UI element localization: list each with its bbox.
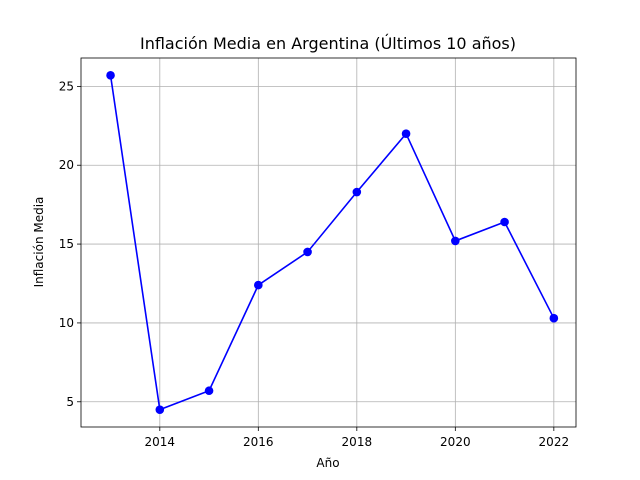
chart-title: Inflación Media en Argentina (Últimos 10…	[140, 34, 516, 53]
data-point	[352, 187, 362, 197]
data-point	[204, 386, 214, 396]
series-layer	[106, 71, 559, 414]
data-point	[254, 280, 263, 290]
data-point	[155, 405, 165, 414]
axis-ticks: 2014 2016 2018 2020 2022 5 10 15 20 25	[59, 79, 569, 449]
grid-lines	[81, 58, 576, 427]
y-tick-label: 5	[66, 395, 74, 409]
data-point	[106, 71, 115, 80]
x-axis-label: Año	[316, 456, 339, 470]
data-point	[549, 313, 559, 323]
x-tick-label: 2018	[342, 435, 373, 449]
data-point	[500, 217, 509, 227]
y-tick-label: 15	[59, 237, 74, 251]
plot-frame	[80, 57, 577, 428]
y-tick-label: 10	[59, 316, 74, 330]
data-point	[303, 247, 312, 257]
data-point	[401, 129, 411, 138]
x-tick-label: 2014	[145, 435, 176, 449]
x-tick-label: 2022	[539, 435, 570, 449]
series-line	[109, 75, 555, 411]
y-axis-label: Inflación Media	[32, 197, 46, 288]
x-tick-label: 2016	[243, 435, 274, 449]
data-point	[451, 236, 460, 246]
x-tick-label: 2020	[440, 435, 471, 449]
y-tick-label: 25	[59, 79, 74, 93]
y-tick-label: 20	[59, 158, 74, 172]
